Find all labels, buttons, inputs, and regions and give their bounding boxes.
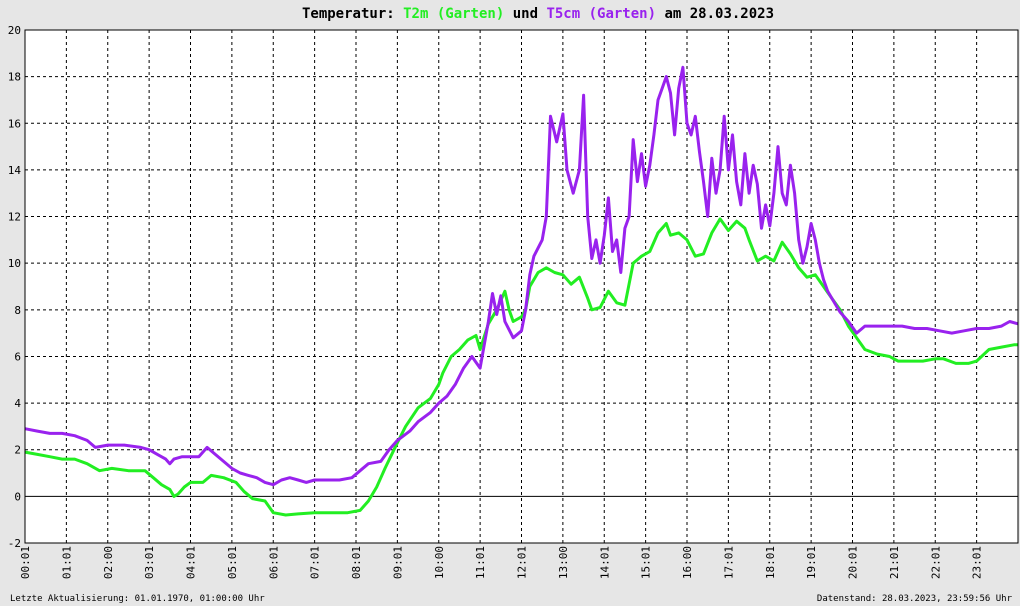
y-tick-labels: -2 0 2 4 6 8 10 12 14 16 18 20	[8, 24, 22, 550]
x-tick-label: 11:01	[474, 546, 487, 579]
y-tick-label: 14	[8, 164, 22, 177]
x-tick-label: 02:00	[102, 546, 115, 579]
x-tick-label: 22:01	[929, 546, 942, 579]
x-tick-label: 06:01	[267, 546, 280, 579]
x-tick-label: 17:01	[722, 546, 735, 579]
title-prefix: Temperatur:	[302, 6, 403, 22]
footer-data-status: Datenstand: 28.03.2023, 23:59:56 Uhr	[817, 594, 1013, 604]
x-tick-label: 00:01	[19, 546, 32, 579]
title-series2: T5cm (Garten)	[546, 6, 656, 22]
x-tick-label: 20:01	[847, 546, 860, 579]
x-tick-label: 19:01	[805, 546, 818, 579]
y-tick-label: 18	[8, 71, 21, 84]
title-middle: und	[504, 6, 546, 22]
x-tick-label: 23:01	[971, 546, 984, 579]
footer-last-update: Letzte Aktualisierung: 01.01.1970, 01:00…	[10, 594, 265, 604]
x-tick-labels: 00:01 01:01 02:00 03:01 04:01 05:01 06:01 07:01…	[19, 546, 984, 579]
y-tick-label: 0	[14, 490, 21, 503]
y-tick-label: -2	[8, 537, 21, 550]
x-tick-label: 05:01	[226, 546, 239, 579]
y-tick-label: 12	[8, 211, 21, 224]
x-tick-label: 10:00	[433, 546, 446, 579]
x-tick-label: 15:01	[640, 546, 653, 579]
x-tick-label: 09:01	[391, 546, 404, 579]
title-series1: T2m (Garten)	[403, 6, 504, 22]
x-tick-label: 13:00	[557, 546, 570, 579]
x-tick-label: 14:01	[598, 546, 611, 579]
y-tick-label: 2	[14, 444, 21, 457]
x-tick-label: 08:01	[350, 546, 363, 579]
y-tick-label: 6	[14, 350, 21, 363]
x-tick-label: 03:01	[143, 546, 156, 579]
y-tick-label: 4	[14, 397, 21, 410]
y-tick-label: 10	[8, 257, 21, 270]
title-suffix: am 28.03.2023	[656, 6, 774, 22]
series-group	[24, 65, 1019, 517]
x-tick-label: 16:00	[681, 546, 694, 579]
chart-title: Temperatur: T2m (Garten) und T5cm (Garte…	[302, 6, 774, 22]
x-tick-label: 18:01	[764, 546, 777, 579]
x-tick-label: 04:01	[185, 546, 198, 579]
y-tick-label: 20	[8, 24, 21, 37]
x-tick-label: 21:01	[888, 546, 901, 579]
y-tick-label: 16	[8, 117, 21, 130]
series-line-t5cm	[24, 65, 1019, 487]
y-tick-label: 8	[14, 304, 21, 317]
plot-border	[24, 29, 1019, 544]
x-tick-label: 12:01	[516, 546, 529, 579]
x-tick-label: 07:01	[309, 546, 322, 579]
x-tick-label: 01:01	[60, 546, 73, 579]
plot-background	[25, 30, 1018, 543]
